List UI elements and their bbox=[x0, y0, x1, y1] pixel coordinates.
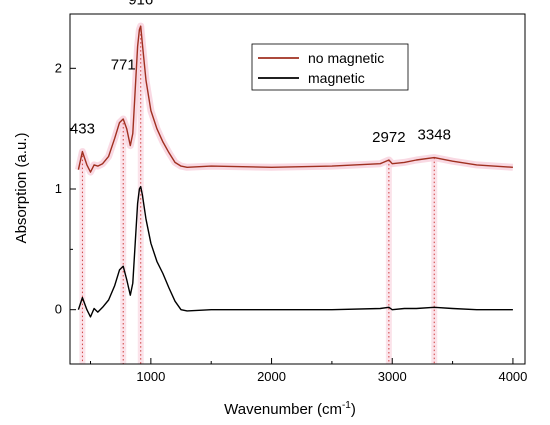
axis-ticks: 1000 2000 3000 4000 0 1 2 bbox=[55, 60, 528, 384]
x-tick-label-1000: 1000 bbox=[136, 369, 165, 384]
y-tick-label-1: 1 bbox=[55, 181, 62, 196]
legend-box bbox=[251, 43, 409, 91]
peak-labels: 433 771 916 2972 3348 bbox=[70, 0, 451, 146]
peak-label-771: 771 bbox=[111, 57, 136, 74]
legend-label-magnetic: magnetic bbox=[308, 70, 365, 86]
series-line-no-magnetic bbox=[77, 25, 513, 173]
peak-label-2972: 2972 bbox=[372, 129, 405, 146]
peak-label-433: 433 bbox=[70, 120, 95, 137]
peak-band-3348 bbox=[431, 157, 438, 364]
x-tick-label-2000: 2000 bbox=[257, 369, 286, 384]
legend: no magnetic magnetic bbox=[251, 43, 409, 91]
peak-band-2972 bbox=[385, 160, 392, 364]
legend-label-no-magnetic: no magnetic bbox=[308, 50, 384, 66]
guide-lines bbox=[81, 26, 435, 364]
y-tick-label-2: 2 bbox=[55, 60, 62, 75]
peak-band-433 bbox=[79, 151, 86, 364]
y-tick-label-0: 0 bbox=[55, 302, 62, 317]
peak-label-3348: 3348 bbox=[418, 127, 451, 144]
x-tick-label-3000: 3000 bbox=[378, 369, 407, 384]
peak-band-771 bbox=[120, 119, 127, 364]
series-layer bbox=[77, 25, 513, 318]
x-tick-label-4000: 4000 bbox=[498, 369, 527, 384]
peak-label-916: 916 bbox=[128, 0, 153, 8]
x-axis-title: Wavenumber (cm-1) bbox=[224, 400, 356, 418]
y-axis-title: Absorption (a.u.) bbox=[13, 133, 30, 244]
series-line-magnetic bbox=[77, 185, 513, 318]
